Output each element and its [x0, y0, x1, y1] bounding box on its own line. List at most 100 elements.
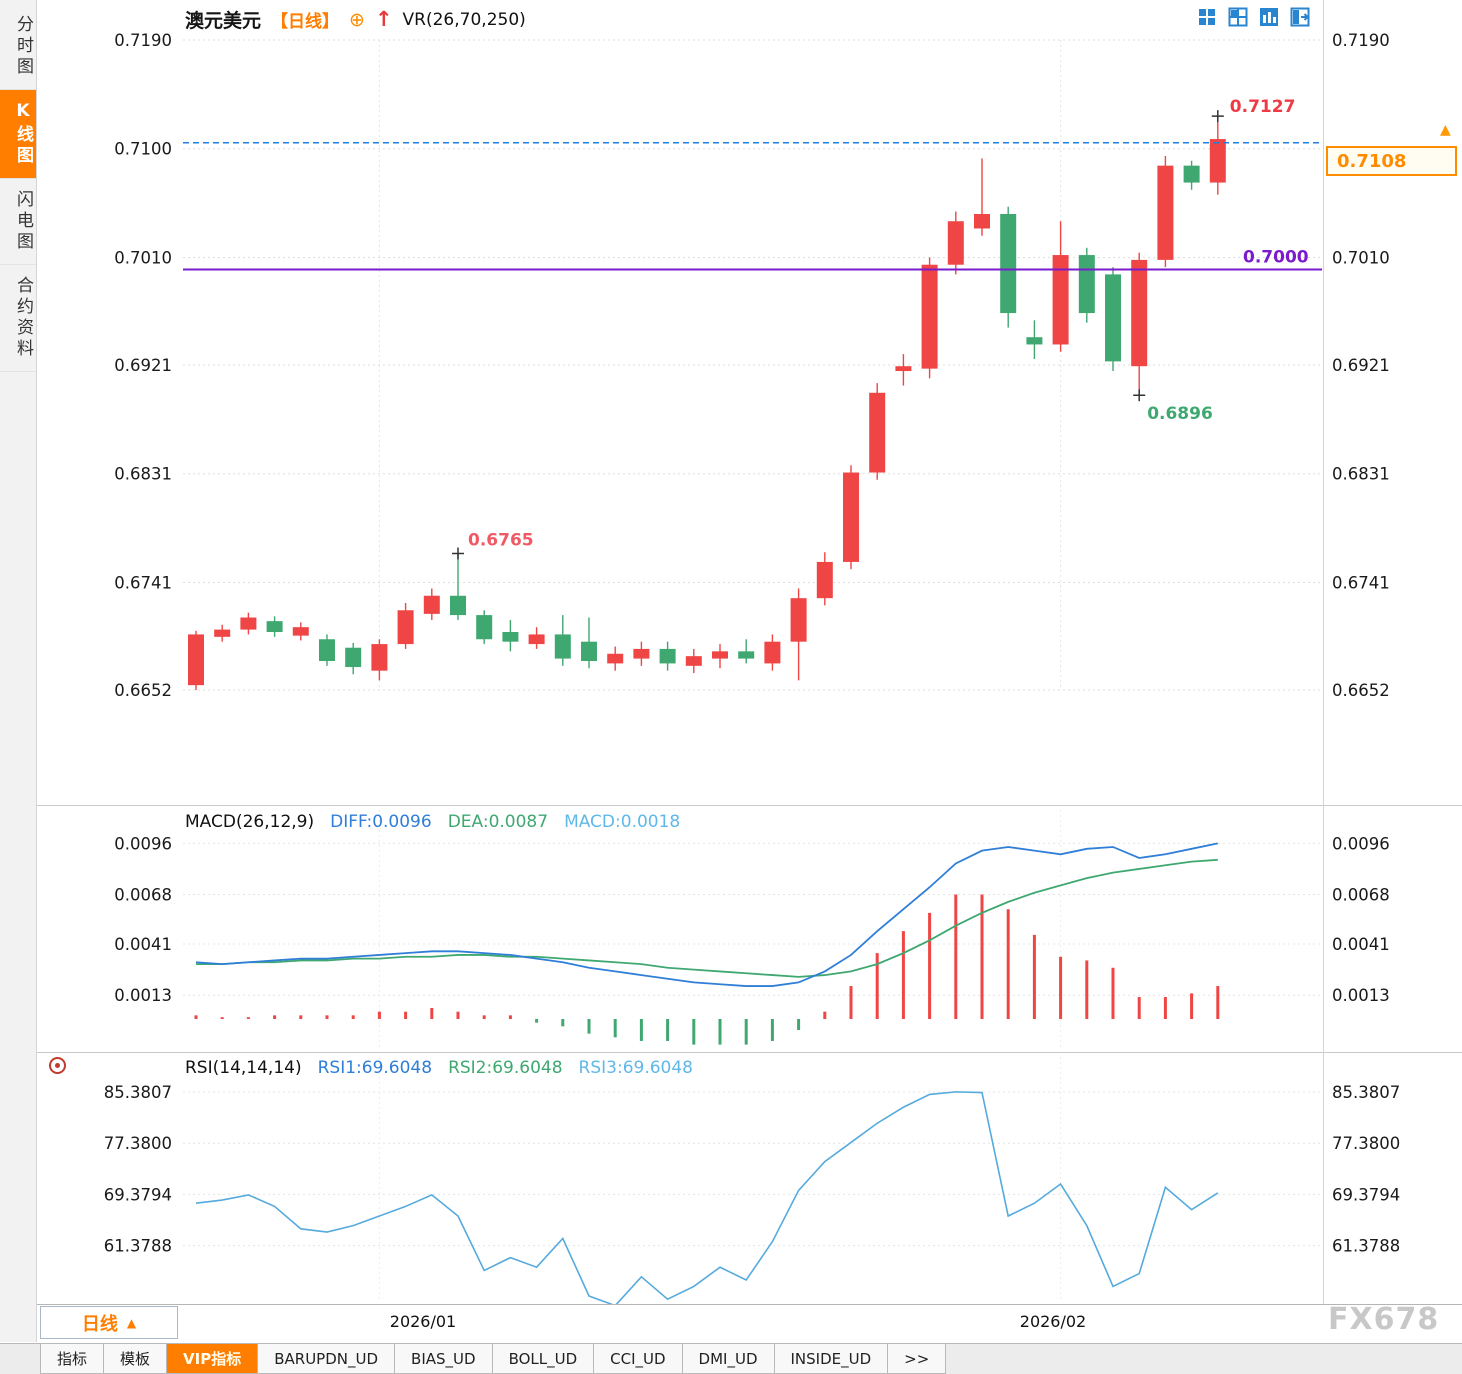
candle-body	[816, 561, 833, 599]
candle-body	[843, 472, 859, 562]
tab-10[interactable]: >>	[887, 1344, 947, 1374]
macd-title: MACD(26,12,9)	[185, 812, 315, 832]
price-axis-label-right: 0.6741	[1332, 573, 1390, 592]
candle-body	[764, 641, 781, 664]
tab-4[interactable]: BARUPDN_UD	[257, 1344, 396, 1374]
current-price-tag: 0.7108	[1326, 146, 1457, 176]
annotation-period-low: 0.6896	[1147, 404, 1213, 424]
rsi-readouts-2: RSI2:69.6048	[448, 1058, 563, 1078]
sidebar-item-3[interactable]: 闪电图	[0, 179, 36, 265]
macd-axis-label-right: 0.0041	[1332, 935, 1390, 954]
rsi-axis-label-right: 77.3800	[1332, 1134, 1400, 1153]
sidebar-item-1[interactable]: 分时图	[0, 4, 36, 90]
candle-body	[188, 634, 204, 686]
tab-9[interactable]: INSIDE_UD	[773, 1344, 889, 1374]
period-tag: 【日线】	[271, 12, 340, 32]
tab-8[interactable]: DMI_UD	[681, 1344, 775, 1374]
price-candlestick-panel[interactable]: 0.7190 0.7190 0.7100 0.7010 0.7010 0.6921 0.69…	[0, 0, 1462, 805]
tab-1[interactable]: 指标	[40, 1344, 105, 1374]
candle-body	[1209, 139, 1226, 183]
tab-7[interactable]: CCI_UD	[593, 1344, 683, 1374]
tab-3[interactable]: VIP指标	[166, 1344, 259, 1374]
macd-axis-label-left: 0.0096	[114, 834, 172, 853]
tab-6[interactable]: BOLL_UD	[491, 1344, 595, 1374]
chart-title-bar: 澳元美元 【日线】 ⊕ ↑ VR(26,70,250)	[185, 6, 526, 33]
annotation-period-high: 0.7127	[1230, 97, 1296, 117]
rsi-title: RSI(14,14,14)	[185, 1058, 302, 1078]
split-panel-view-icon[interactable]	[1289, 6, 1311, 28]
candle-body	[266, 621, 283, 633]
price-axis-label-right: 0.7010	[1332, 248, 1390, 267]
candle-body	[292, 627, 309, 636]
rsi-line	[195, 1091, 1219, 1304]
candle-body	[528, 634, 545, 645]
rsi-readouts: RSI1:69.6048 RSI2:69.6048 RSI3:69.6048	[318, 1058, 693, 1078]
rsi-axis-label-right: 69.3794	[1332, 1185, 1400, 1204]
tab-2[interactable]: 模板	[103, 1344, 168, 1374]
candle-body	[974, 213, 990, 229]
candle-body	[554, 634, 571, 659]
indicator-settings-icon[interactable]	[49, 1057, 66, 1074]
candle-body	[659, 648, 676, 664]
annotation-swing-high: 0.6765	[468, 530, 534, 550]
candle-body	[947, 221, 964, 265]
candle-body	[1157, 165, 1174, 260]
period-up-arrow-icon: ▲	[126, 1315, 137, 1330]
rsi-axis-label-left: 77.3800	[104, 1134, 172, 1153]
panel-separator	[37, 1052, 1462, 1053]
rsi-readouts-1: RSI1:69.6048	[317, 1058, 433, 1078]
candle-body	[371, 644, 388, 671]
sidebar-item-2[interactable]: K线图	[0, 90, 36, 179]
candle-body	[502, 632, 519, 642]
candle-body	[895, 366, 912, 372]
macd-axis-label-right: 0.0096	[1332, 834, 1390, 853]
candle-body	[345, 647, 362, 668]
left-sidebar: 分时图 K线图 闪电图 合约资料	[0, 0, 37, 1342]
diff-line	[195, 842, 1218, 987]
price-axis-label-left: 0.6652	[114, 681, 172, 700]
multi-pane-layout-icon[interactable]	[1196, 6, 1218, 28]
macd-axis-label-left: 0.0041	[114, 935, 172, 954]
x-axis-label-jan: 2026/01	[389, 1312, 457, 1331]
magnifier-zoom-icon[interactable]: ⊕	[349, 8, 365, 31]
candle-body	[633, 648, 650, 659]
candle-body	[1052, 255, 1069, 345]
candle-body	[476, 615, 493, 640]
rsi-indicator-panel[interactable]: 85.3807 85.3807 77.3800 77.3800 69.3794 69.37…	[0, 1053, 1462, 1304]
watermark: FX678	[1328, 1302, 1440, 1337]
kline-panel-view-icon[interactable]	[1258, 6, 1280, 28]
right-axis-divider	[1323, 0, 1324, 1304]
price-axis-label-left: 0.7190	[114, 31, 172, 50]
symbol-name: 澳元美元	[185, 10, 262, 32]
layout-toolbar	[1196, 6, 1311, 28]
candle-body	[738, 651, 755, 659]
candle-body	[869, 392, 886, 473]
candle-body	[607, 653, 624, 664]
axis-separator	[37, 1304, 1462, 1305]
extreme-cross-marker	[1211, 110, 1224, 123]
candle-body	[685, 656, 702, 666]
macd-axis-label-left: 0.0068	[114, 886, 172, 905]
buy-signal-arrow-icon: ↑	[374, 7, 393, 31]
candle-body	[1131, 259, 1148, 367]
macd-indicator-panel[interactable]: 0.0096 0.0096 0.0068 0.0068 0.0041 0.0041 0.00…	[0, 806, 1462, 1052]
extreme-cross-marker	[452, 547, 464, 560]
candle-body	[214, 629, 231, 637]
candle-body	[581, 641, 597, 662]
candle-body	[423, 595, 440, 614]
period-selector[interactable]: 日线 ▲	[40, 1306, 178, 1339]
sidebar-item-4[interactable]: 合约资料	[0, 265, 36, 372]
candle-body	[450, 595, 466, 616]
candle-body	[319, 639, 335, 662]
grid-pane-layout-icon[interactable]	[1227, 6, 1249, 28]
overlay-indicator-label: VR(26,70,250)	[402, 9, 526, 30]
panel-separator	[37, 805, 1462, 806]
candle-body	[921, 264, 938, 369]
tab-5[interactable]: BIAS_UD	[394, 1344, 493, 1374]
price-axis-label-right: 0.6831	[1332, 465, 1390, 484]
macd-readouts-1: DIFF:0.0096	[330, 812, 432, 832]
macd-header: MACD(26,12,9) DIFF:0.0096 DEA:0.0087 MACD:…	[185, 812, 680, 832]
macd-axis-label-right: 0.0068	[1332, 886, 1390, 905]
price-up-marker-icon: ▲	[1440, 122, 1451, 138]
rsi-axis-label-left: 69.3794	[104, 1185, 172, 1204]
